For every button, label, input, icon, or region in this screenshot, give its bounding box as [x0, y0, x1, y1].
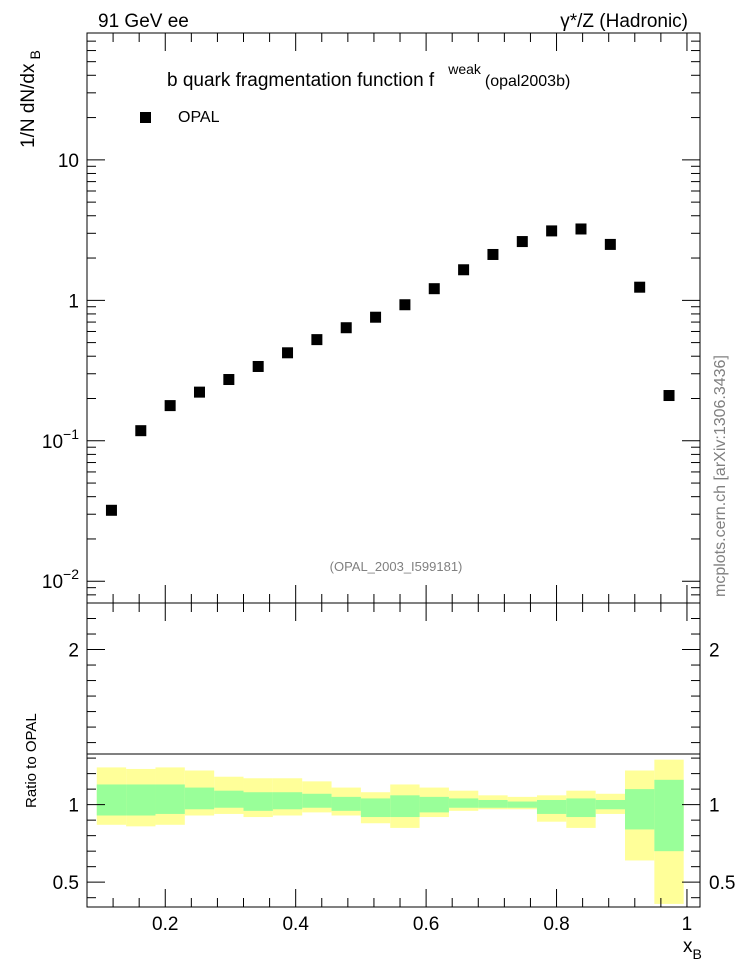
- ratio-xtick-label: 1: [682, 914, 693, 935]
- ratio-xtick-label: 0.8: [543, 914, 569, 935]
- ratio-xlabel-sub: B: [693, 946, 702, 962]
- ratio-ylabel: Ratio to OPAL: [23, 713, 40, 808]
- inner-band-bin: [155, 784, 185, 814]
- inner-band-bin: [96, 784, 127, 816]
- ratio-plot: 0.2 0.4 0.6 0.8 1 0.5 0.5 1 1 2 2 Ratio to OPAL xB: [23, 602, 736, 962]
- main-ylabel-sub: B: [27, 50, 43, 59]
- inner-band-bin: [536, 799, 567, 814]
- ytick-base: 10: [42, 432, 63, 453]
- data-point: [458, 264, 470, 276]
- inner-band-bin: [654, 779, 684, 852]
- ratio-xlabel-text: x: [683, 936, 693, 957]
- ratio-bands: [96, 759, 684, 904]
- data-point: [282, 347, 294, 359]
- data-point: [634, 281, 646, 293]
- plot-title-tail: (opal2003b): [485, 73, 570, 90]
- inner-band-bin: [243, 792, 273, 811]
- watermark: mcplots.cern.ch [arXiv:1306.3436]: [712, 355, 729, 597]
- data-point: [663, 390, 675, 402]
- ytick-base: 10: [42, 572, 63, 593]
- data-point: [370, 311, 382, 323]
- data-point: [164, 400, 176, 412]
- ratio-xtick-label: 0.6: [413, 914, 439, 935]
- legend-marker: [140, 112, 151, 123]
- ratio-xtick-label: 0.4: [282, 914, 309, 935]
- ratio-xtick-label: 0.2: [152, 914, 178, 935]
- data-point: [223, 374, 235, 386]
- ytick-exponent: −1: [63, 426, 79, 442]
- data-point: [575, 223, 587, 235]
- data-point: [193, 386, 205, 398]
- ratio-ytick-label-right: 0.5: [709, 873, 735, 894]
- data-point: [516, 236, 528, 248]
- inner-band-bin: [478, 799, 508, 808]
- plot-title-main: b quark fragmentation function f: [167, 70, 435, 91]
- data-point: [604, 238, 616, 250]
- main-ytick-label: 10: [58, 151, 79, 172]
- header-right: γ*/Z (Hadronic): [560, 11, 688, 32]
- header-left: 91 GeV ee: [98, 11, 189, 32]
- plot-title: b quark fragmentation function f weak(opa…: [167, 61, 570, 91]
- ratio-xlabel: xB: [683, 936, 702, 962]
- data-points: [105, 223, 675, 516]
- data-point: [546, 225, 558, 237]
- inner-band-bin: [126, 784, 156, 816]
- inner-band-bin: [625, 789, 655, 830]
- inner-band-bin: [419, 796, 449, 813]
- inner-band-bin: [360, 798, 391, 818]
- data-point: [105, 504, 117, 516]
- data-point: [399, 299, 411, 311]
- ratio-ytick-label: 0.5: [53, 873, 79, 894]
- inner-band-bin: [566, 798, 596, 818]
- ratio-ytick-label: 1: [68, 796, 79, 817]
- ratio-ytick-label-right: 1: [709, 796, 720, 817]
- main-ylabel-text: 1/N dN/dx: [18, 63, 39, 148]
- inner-band-bin: [390, 795, 420, 818]
- analysis-reference: (OPAL_2003_I599181): [330, 559, 463, 574]
- data-point: [340, 322, 352, 334]
- inner-band-bin: [507, 801, 537, 808]
- main-ytick-label: 10−1: [42, 426, 79, 453]
- plot-title-sup: weak: [447, 61, 482, 77]
- data-point: [487, 248, 499, 260]
- ratio-frame: [86, 602, 701, 908]
- inner-band-bin: [595, 799, 626, 810]
- main-ylabel: 1/N dN/dx B: [18, 50, 43, 148]
- inner-band-bin: [272, 792, 303, 810]
- ratio-ytick-label: 2: [68, 641, 79, 662]
- inner-band-bin: [448, 798, 479, 808]
- inner-band-bin: [331, 796, 361, 811]
- ratio-tick-labels: 0.2 0.4 0.6 0.8 1 0.5 0.5 1 1 2 2: [53, 641, 736, 935]
- data-point: [311, 334, 323, 346]
- inner-band-bin: [302, 793, 332, 808]
- ytick-exponent: −2: [63, 566, 79, 582]
- inner-band-bin: [184, 787, 215, 810]
- legend-label: OPAL: [178, 109, 220, 126]
- data-point: [135, 425, 147, 437]
- ratio-ytick-label-right: 2: [709, 641, 720, 662]
- data-point: [428, 283, 440, 295]
- main-ytick-label: 10−2: [42, 566, 79, 593]
- data-point: [252, 360, 264, 372]
- ratio-ticks: [86, 603, 700, 907]
- main-plot: 1/N dN/dx B b quark fragmentation functio…: [18, 32, 701, 604]
- main-ytick-label: 1: [68, 291, 79, 312]
- inner-band-bin: [214, 790, 244, 808]
